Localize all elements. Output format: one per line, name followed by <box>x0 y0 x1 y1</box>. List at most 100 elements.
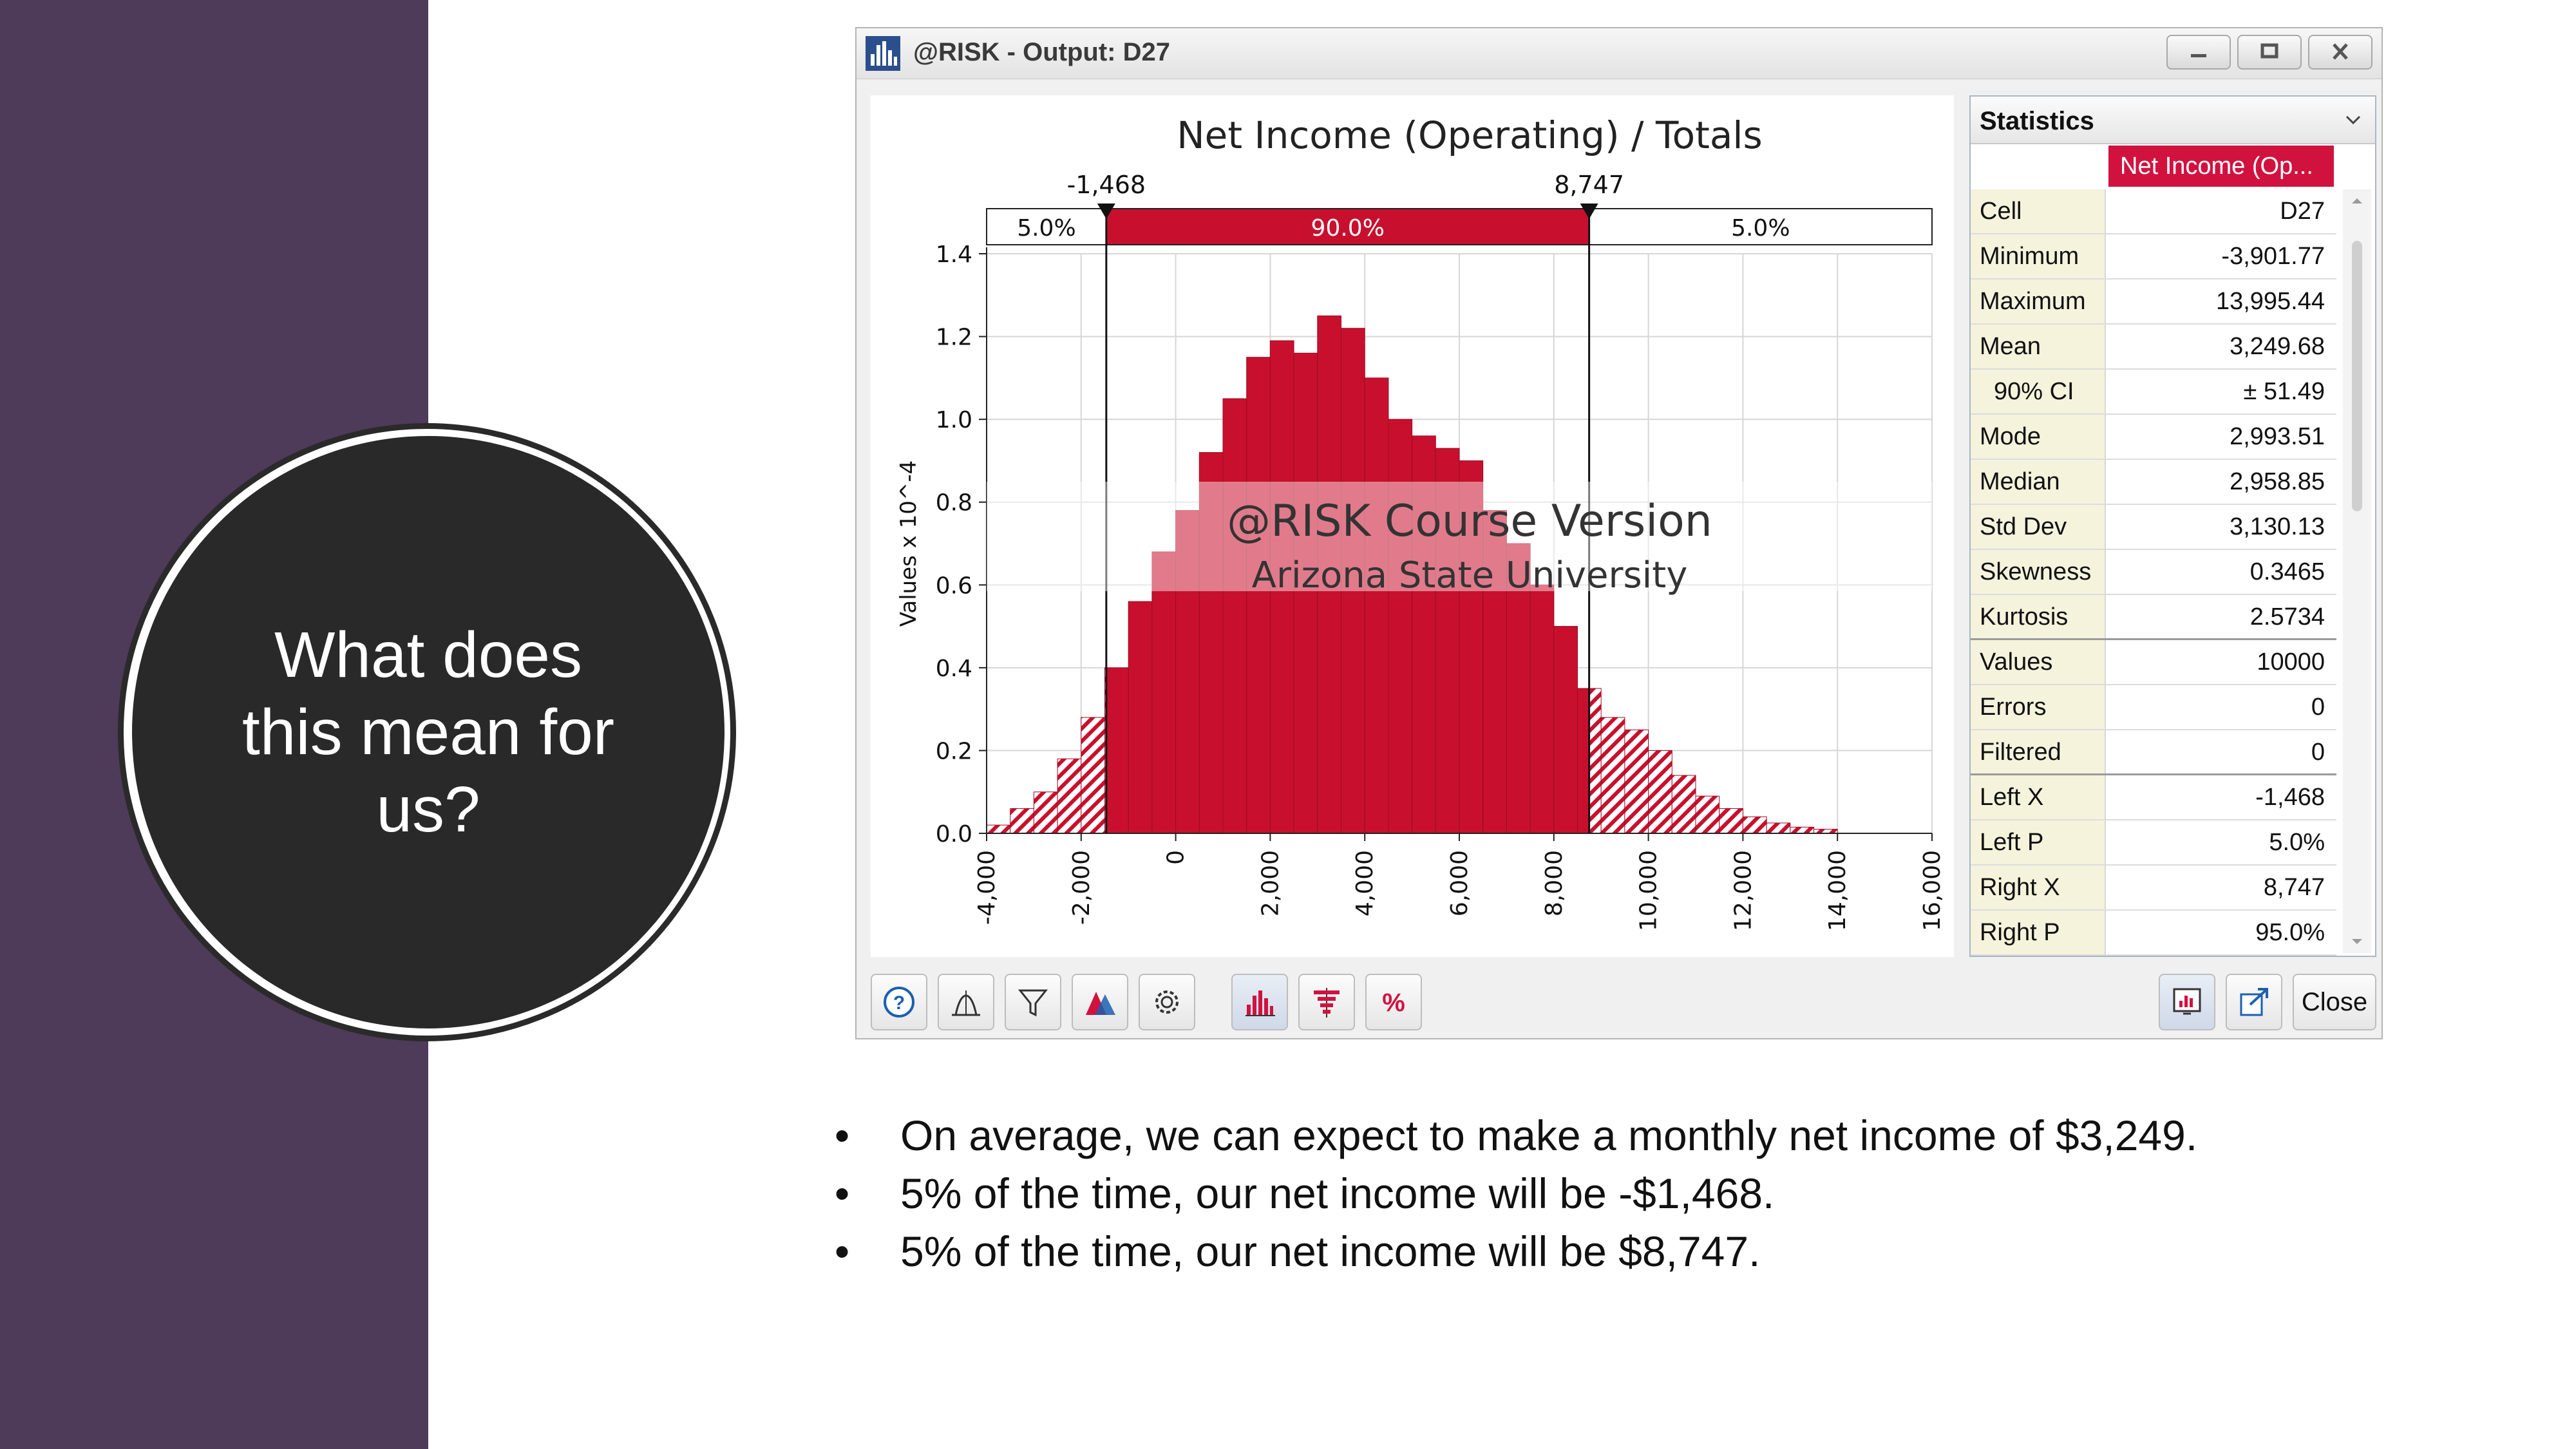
bullet-item: • 5% of the time, our net income will be … <box>831 1222 2505 1280</box>
stat-value: 5.0% <box>2269 829 2325 856</box>
chevron-down-icon <box>2345 115 2361 125</box>
histogram-bar <box>1106 667 1129 834</box>
filter-button[interactable] <box>1005 974 1061 1030</box>
maximize-button[interactable] <box>2237 35 2302 70</box>
x-tick-label: 12,000 <box>1730 850 1756 931</box>
stat-label: Median <box>1971 460 2106 504</box>
maximize-icon <box>2260 43 2278 59</box>
stat-label: Skewness <box>1971 550 2106 594</box>
y-tick-label: 0.2 <box>936 738 972 764</box>
x-tick-label: 8,000 <box>1541 850 1567 916</box>
stat-label: Mode <box>1971 415 2106 459</box>
x-tick-label: 14,000 <box>1824 850 1851 931</box>
stat-row[interactable]: Values 10000 <box>1971 640 2336 685</box>
histogram-view-button[interactable] <box>1231 974 1288 1030</box>
settings-button[interactable] <box>1139 974 1195 1030</box>
x-tick-label: 0 <box>1163 850 1189 865</box>
percent-bar-left <box>986 208 1107 245</box>
histogram-bar <box>1671 775 1696 834</box>
scroll-thumb[interactable] <box>2352 241 2362 511</box>
stat-row[interactable]: Kurtosis 2.5734 <box>1971 595 2336 640</box>
statistics-dropdown[interactable]: Statistics <box>1971 97 2375 144</box>
stat-row[interactable]: Mean 3,249.68 <box>1971 325 2336 370</box>
delimiter-label-left: -1,468 <box>1067 171 1146 199</box>
y-tick-label: 1.2 <box>936 325 972 351</box>
filter-icon <box>1018 989 1048 1017</box>
watermark-line1: @RISK Course Version <box>1227 496 1712 547</box>
statistics-panel: Statistics Net Income (Op... Cell D27 Mini… <box>1969 95 2376 957</box>
overlay-button[interactable] <box>1072 974 1128 1030</box>
x-tick-label: -2,000 <box>1068 850 1095 925</box>
scroll-up-icon[interactable] <box>2349 193 2365 209</box>
histogram-bar <box>1033 791 1058 834</box>
tornado-view-button[interactable] <box>1298 974 1355 1030</box>
stat-label: Values <box>1971 640 2106 684</box>
stat-row[interactable]: Median 2,958.85 <box>1971 460 2336 505</box>
help-button[interactable]: ? <box>871 974 927 1030</box>
histogram-icon <box>1245 990 1275 1016</box>
stat-row[interactable]: Errors 0 <box>1971 685 2336 730</box>
stat-row[interactable]: Cell D27 <box>1971 189 2336 234</box>
stat-row[interactable]: Mode 2,993.51 <box>1971 415 2336 460</box>
chart-panel[interactable]: 0.0 0.2 0.4 0.6 0.8 1.0 1.2 1.4 -4,000 -2,000 0 2,0… <box>871 95 1954 957</box>
histogram-bar <box>1222 398 1247 834</box>
delimiter-handle-left[interactable] <box>1097 204 1115 219</box>
x-tick-label: 2,000 <box>1257 850 1283 916</box>
stat-label: Right P <box>1971 911 2106 954</box>
slide-heading: What does this mean for us? <box>242 619 615 846</box>
delimiter-label-right: 8,747 <box>1554 171 1624 199</box>
stat-row[interactable]: Left P 5.0% <box>1971 820 2336 866</box>
delimiter-handle-right[interactable] <box>1580 204 1598 219</box>
close-icon <box>2333 43 2348 60</box>
stat-row[interactable]: Right P 95.0% <box>1971 911 2336 956</box>
stat-row[interactable]: Maximum 13,995.44 <box>1971 279 2336 325</box>
distribution-fit-button[interactable] <box>938 974 994 1030</box>
stat-row[interactable]: Std Dev 3,130.13 <box>1971 505 2336 550</box>
bullet-item: • 5% of the time, our net income will be … <box>831 1164 2505 1222</box>
stat-value: 2.5734 <box>2249 603 2325 630</box>
histogram-bar <box>1648 750 1672 834</box>
chart-title: Net Income (Operating) / Totals <box>1177 113 1762 157</box>
close-window-button[interactable] <box>2308 35 2372 70</box>
stat-label: Errors <box>1971 685 2106 729</box>
stat-row[interactable]: 90% CI ± 51.49 <box>1971 370 2336 415</box>
histogram-bar <box>1742 816 1767 834</box>
histogram-bar <box>1719 808 1743 834</box>
minimize-button[interactable] <box>2166 35 2231 70</box>
report-button[interactable] <box>2159 974 2215 1030</box>
stat-value: ± 51.49 <box>2243 378 2325 405</box>
x-tick-label: -4,000 <box>974 850 1000 925</box>
statistics-scrollbar[interactable] <box>2343 189 2371 953</box>
bullet-marker: • <box>835 1112 850 1159</box>
y-tick-label: 0.6 <box>936 573 972 599</box>
stat-row[interactable]: Filtered 0 <box>1971 730 2336 775</box>
statistics-column-header[interactable]: Net Income (Op... <box>2108 146 2334 187</box>
stat-row[interactable]: Left X -1,468 <box>1971 775 2336 820</box>
percent-icon: % <box>1382 989 1405 1017</box>
stat-label: Cell <box>1971 189 2106 233</box>
histogram-bar <box>1293 352 1318 834</box>
scroll-down-icon[interactable] <box>2349 934 2365 949</box>
stat-value: 95.0% <box>2255 919 2325 946</box>
histogram-bar <box>1151 551 1177 834</box>
histogram-chart[interactable]: 0.0 0.2 0.4 0.6 0.8 1.0 1.2 1.4 -4,000 -2,000 0 2,0… <box>871 95 1954 957</box>
stat-value: 13,995.44 <box>2215 288 2325 315</box>
report-icon <box>2173 988 2201 1015</box>
stat-row[interactable]: Minimum -3,901.77 <box>1971 234 2336 279</box>
percent-view-button[interactable]: % <box>1365 974 1422 1030</box>
percent-label-right: 5.0% <box>1731 215 1790 242</box>
stat-label: Std Dev <box>1971 505 2106 549</box>
histogram-bar <box>1600 717 1625 834</box>
histogram-bar <box>1577 688 1590 834</box>
y-tick-label: 0.8 <box>936 490 972 516</box>
export-button[interactable] <box>2226 974 2282 1030</box>
stat-row[interactable]: Right X 8,747 <box>1971 866 2336 911</box>
stat-value: 2,958.85 <box>2230 468 2325 495</box>
stat-row[interactable]: Skewness 0.3465 <box>1971 550 2336 595</box>
y-tick-label: 1.4 <box>936 242 972 268</box>
stat-value: 0 <box>2311 694 2325 721</box>
stat-value: 8,747 <box>2263 874 2325 901</box>
close-button[interactable]: Close <box>2293 974 2376 1030</box>
histogram-bar <box>1341 328 1365 834</box>
window-titlebar[interactable]: @RISK - Output: D27 <box>857 28 2382 79</box>
